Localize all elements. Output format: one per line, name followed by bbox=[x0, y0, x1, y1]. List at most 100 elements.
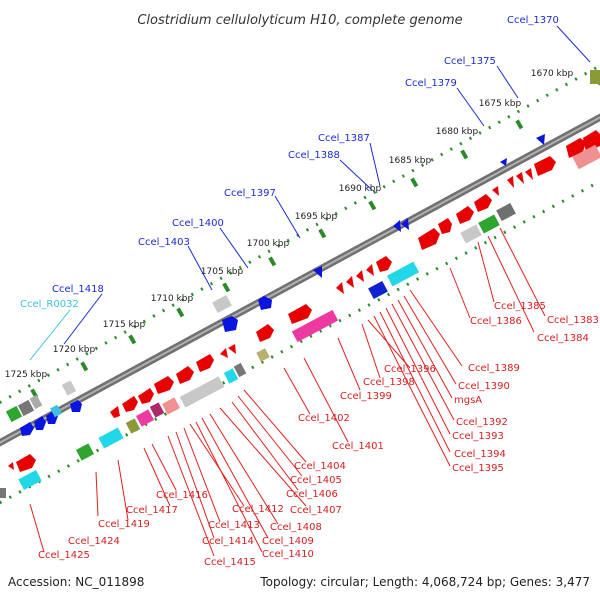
gene-label[interactable]: Ccel_1397 bbox=[224, 188, 276, 199]
gene-label[interactable]: Ccel_1414 bbox=[202, 536, 254, 547]
gene-arrow bbox=[366, 264, 374, 276]
gene-label[interactable]: Ccel_1386 bbox=[470, 316, 522, 327]
gene-block bbox=[125, 418, 141, 434]
kbp-tick bbox=[368, 200, 377, 211]
gene-arrow bbox=[393, 220, 401, 232]
genome-backbone-highlight bbox=[0, 116, 600, 444]
gene-label[interactable]: Ccel_1396 bbox=[384, 364, 436, 375]
leader-line bbox=[151, 443, 177, 491]
gene-label[interactable]: Ccel_1395 bbox=[452, 463, 504, 474]
gene-arrow bbox=[256, 324, 274, 342]
gene-label[interactable]: Ccel_1401 bbox=[332, 441, 384, 452]
gene-block bbox=[179, 376, 225, 408]
gene-label[interactable]: Ccel_1417 bbox=[126, 505, 178, 516]
leader-line bbox=[29, 503, 45, 553]
gene-label[interactable]: Ccel_1394 bbox=[454, 449, 506, 460]
kbp-label: 1725 kbp bbox=[5, 370, 48, 380]
kbp-label: 1670 kbp bbox=[531, 69, 574, 79]
gene-label[interactable]: Ccel_1379 bbox=[405, 78, 457, 89]
kbp-label: 1685 kbp bbox=[389, 156, 432, 166]
gene-arrow bbox=[138, 388, 154, 404]
gene-label[interactable]: Ccel_1387 bbox=[318, 133, 370, 144]
gene-label[interactable]: Ccel_1400 bbox=[172, 218, 224, 229]
kbp-tick bbox=[222, 282, 231, 293]
top-labels: Ccel_1370 Ccel_1375 Ccel_1379 Ccel_1387 … bbox=[20, 15, 559, 310]
leader-line bbox=[397, 299, 453, 399]
leader-line bbox=[219, 227, 249, 269]
leader-line bbox=[487, 235, 535, 333]
gene-label[interactable]: Ccel_1370 bbox=[507, 15, 559, 26]
gene-label[interactable]: Ccel_1392 bbox=[456, 417, 508, 428]
gene-label[interactable]: Ccel_1410 bbox=[262, 549, 314, 560]
leader-line bbox=[143, 447, 171, 507]
leader-line bbox=[385, 307, 451, 435]
gene-label[interactable]: Ccel_1403 bbox=[138, 237, 190, 248]
gene-label[interactable]: Ccel_1419 bbox=[98, 519, 150, 530]
gene-label[interactable]: Ccel_1390 bbox=[458, 381, 510, 392]
gene-label[interactable]: Ccel_1405 bbox=[290, 475, 342, 486]
gene-label[interactable]: Ccel_1425 bbox=[38, 550, 90, 561]
bottom-leader-lines bbox=[29, 227, 546, 557]
leader-line bbox=[449, 267, 471, 319]
gene-label[interactable]: Ccel_1375 bbox=[444, 56, 496, 67]
gene-label[interactable]: Ccel_1424 bbox=[68, 536, 120, 547]
gene-label[interactable]: Ccel_1404 bbox=[294, 461, 346, 472]
kbp-tick bbox=[80, 361, 89, 372]
leader-line bbox=[283, 367, 311, 415]
gene-label[interactable]: Ccel_1399 bbox=[340, 391, 392, 402]
gene-label[interactable]: Ccel_1402 bbox=[298, 413, 350, 424]
gene-label[interactable]: Ccel_1418 bbox=[52, 284, 104, 295]
gene-label[interactable]: Ccel_1406 bbox=[286, 489, 338, 500]
leader-line bbox=[477, 241, 495, 303]
leader-line bbox=[496, 65, 519, 99]
gene-block bbox=[223, 368, 239, 384]
kbp-tick bbox=[176, 307, 185, 318]
gene-label[interactable]: Ccel_1393 bbox=[452, 431, 504, 442]
gene-arrow bbox=[474, 194, 492, 212]
gene-arrow bbox=[534, 156, 556, 176]
leader-line bbox=[339, 159, 373, 191]
gene-label[interactable]: Ccel_1384 bbox=[537, 333, 589, 344]
leader-line bbox=[95, 471, 99, 517]
gene-label[interactable]: Ccel_1416 bbox=[156, 490, 208, 501]
kbp-label: 1695 kbp bbox=[295, 212, 338, 222]
gene-arrow bbox=[228, 344, 236, 354]
gene-arrow bbox=[220, 348, 228, 358]
gene-label[interactable]: Ccel_1388 bbox=[288, 150, 340, 161]
gene-label[interactable]: Ccel_1383 bbox=[547, 315, 599, 326]
gene-label[interactable]: Ccel_1389 bbox=[468, 363, 520, 374]
gene-label[interactable]: Ccel_1413 bbox=[208, 520, 260, 531]
leader-line bbox=[243, 389, 307, 463]
gene-arrow bbox=[154, 376, 174, 394]
leader-line bbox=[369, 142, 381, 187]
gene-arrow bbox=[401, 218, 409, 230]
gene-label[interactable]: Ccel_1408 bbox=[270, 522, 322, 533]
gene-arrow bbox=[176, 366, 194, 384]
leader-line bbox=[29, 309, 71, 361]
gene-block bbox=[386, 261, 420, 287]
gene-label[interactable]: Ccel_R0032 bbox=[20, 299, 79, 310]
leader-line bbox=[391, 303, 455, 421]
gene-arrow bbox=[418, 228, 440, 250]
gene-label[interactable]: Ccel_1407 bbox=[290, 505, 342, 516]
gene-label[interactable]: Ccel_1412 bbox=[232, 504, 284, 515]
reverse-strand-genes bbox=[20, 134, 545, 436]
leader-line bbox=[379, 311, 451, 453]
gene-arrow bbox=[536, 134, 545, 145]
gene-arrow bbox=[288, 304, 312, 324]
leader-line bbox=[187, 245, 213, 291]
gene-arrow bbox=[456, 206, 474, 224]
kbp-tick bbox=[318, 228, 327, 239]
leader-line bbox=[403, 295, 457, 385]
gene-arrow bbox=[566, 138, 586, 158]
gene-label[interactable]: Ccel_1385 bbox=[494, 301, 546, 312]
gene-label[interactable]: mgsA bbox=[454, 395, 482, 406]
gene-block bbox=[98, 427, 124, 449]
gene-label[interactable]: Ccel_1415 bbox=[204, 557, 256, 568]
gene-label[interactable]: Ccel_1409 bbox=[262, 536, 314, 547]
leader-line bbox=[303, 357, 349, 443]
gene-arrow bbox=[336, 282, 344, 294]
gene-label[interactable]: Ccel_1398 bbox=[363, 377, 415, 388]
gene-arrow bbox=[438, 218, 452, 234]
